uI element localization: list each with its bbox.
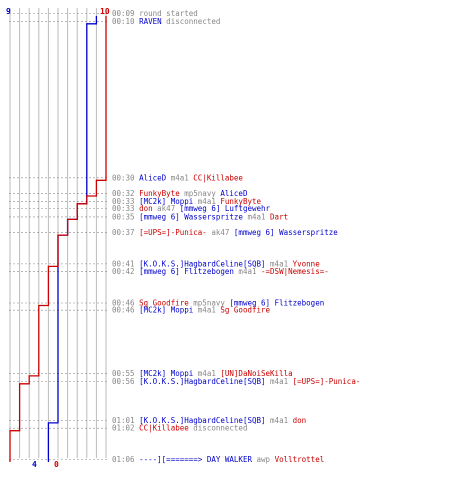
event-row: 00:46 Sg Goodfire mp5navy [mmweg 6] Flit… — [112, 299, 324, 308]
event-segment: Yvonne — [293, 259, 321, 268]
event-segment: [K.O.K.S.]HagbardCeline[SQB] — [139, 259, 265, 268]
event-time: 00:37 — [112, 228, 135, 237]
event-row: 01:02 CC|Killabee disconnected — [112, 424, 247, 433]
score-line — [47, 16, 98, 462]
score-line — [9, 16, 107, 462]
event-time: 01:06 — [112, 455, 135, 464]
event-segment: [=UPS=]-Punica- — [293, 377, 361, 386]
event-guide-lines — [9, 13, 109, 460]
event-segment: ----][=======> DAY WALKER — [139, 455, 252, 464]
event-row: 00:46 [MC2k] Moppi m4a1 Sg Goodfire — [112, 306, 271, 315]
event-segment: round started — [139, 9, 198, 18]
event-time: 00:33 — [112, 204, 135, 213]
event-time: 00:41 — [112, 259, 135, 268]
event-row: 00:37 [=UPS=]-Punica- ak47 [mmweg 6] Was… — [112, 228, 338, 237]
event-segment: CC|Killabee — [139, 424, 189, 433]
event-segment: [K.O.K.S.]HagbardCeline[SQB] — [139, 377, 265, 386]
event-row: 01:01 [K.O.K.S.]HagbardCeline[SQB] m4a1 … — [112, 416, 306, 425]
event-row: 00:35 [mmweg 6] Wasserspritze m4a1 Dart — [112, 212, 288, 221]
event-segment: m4a1 — [193, 197, 220, 206]
event-segment: disconnected — [189, 424, 248, 433]
event-segment: don — [293, 416, 307, 425]
event-time: 00:32 — [112, 189, 135, 198]
score-lines — [9, 16, 107, 462]
event-segment: CC|Killabee — [193, 173, 243, 182]
event-segment: disconnected — [162, 17, 221, 26]
event-segment: [MC2k] Moppi — [139, 197, 193, 206]
event-row: 00:42 [mmweg 6] Flitzebogen m4a1 -=DSW|N… — [112, 267, 329, 276]
event-segment: [mmweg 6] Flitzebogen — [139, 267, 234, 276]
event-row: 00:30 AliceD m4a1 CC|Killabee — [112, 173, 243, 182]
event-segment: [=UPS=]-Punica- — [139, 228, 207, 237]
event-time: 00:35 — [112, 212, 135, 221]
event-segment: FunkyByte — [220, 197, 261, 206]
event-time: 00:55 — [112, 369, 135, 378]
event-segment: RAVEN — [139, 17, 162, 26]
event-segment: ak47 — [153, 204, 180, 213]
event-segment: m4a1 — [193, 369, 220, 378]
event-time: 00:46 — [112, 299, 135, 308]
event-segment: m4a1 — [266, 259, 293, 268]
event-segment: m4a1 — [166, 173, 193, 182]
event-segment: m4a1 — [234, 267, 261, 276]
event-segment: FunkyByte — [139, 189, 180, 198]
event-segment: awp — [252, 455, 275, 464]
event-segment: [UN]DaNoiSeKilla — [220, 369, 292, 378]
event-segment: mp5navy — [180, 189, 221, 198]
event-segment: Sg Goodfire — [139, 299, 189, 308]
event-segment: [mmweg 6] Wasserspritze — [234, 228, 338, 237]
event-segment: AliceD — [139, 173, 167, 182]
event-segment: AliceD — [220, 189, 248, 198]
event-time: 01:02 — [112, 424, 135, 433]
event-segment: mp5navy — [189, 299, 230, 308]
blue-start-count: 9 — [6, 7, 11, 16]
event-segment: [mmweg 6] Luftgewehr — [180, 204, 271, 213]
event-segment: Dart — [270, 212, 288, 221]
event-time: 00:56 — [112, 377, 135, 386]
event-time: 00:33 — [112, 197, 135, 206]
event-segment: ak47 — [207, 228, 234, 237]
event-segment: Sg Goodfire — [220, 306, 270, 315]
event-segment: [mmweg 6] Flitzebogen — [229, 299, 324, 308]
blue-final-count: 4 — [32, 460, 37, 469]
event-segment: don — [139, 204, 153, 213]
event-time: 00:09 — [112, 9, 135, 18]
red-final-count: 0 — [54, 460, 59, 469]
event-row: 00:33 don ak47 [mmweg 6] Luftgewehr — [112, 204, 271, 213]
event-row: 00:32 FunkyByte mp5navy AliceD — [112, 189, 248, 198]
event-time: 00:42 — [112, 267, 135, 276]
event-time: 00:46 — [112, 306, 135, 315]
event-time: 01:01 — [112, 416, 135, 425]
event-row: 00:09 round started — [112, 9, 198, 18]
event-segment: [mmweg 6] Wasserspritze — [139, 212, 243, 221]
event-segment: m4a1 — [243, 212, 270, 221]
event-row: 00:55 [MC2k] Moppi m4a1 [UN]DaNoiSeKilla — [112, 369, 293, 378]
event-segment: m4a1 — [193, 306, 220, 315]
event-row: 00:10 RAVEN disconnected — [112, 17, 220, 26]
red-start-count: 10 — [100, 7, 110, 16]
event-time: 00:30 — [112, 173, 135, 182]
event-row: 00:41 [K.O.K.S.]HagbardCeline[SQB] m4a1 … — [112, 259, 320, 268]
event-segment: [MC2k] Moppi — [139, 369, 193, 378]
event-segment: Volltrottel — [275, 455, 325, 464]
event-segment: -=DSW|Nemesis=- — [261, 267, 329, 276]
event-row: 00:33 [MC2k] Moppi m4a1 FunkyByte — [112, 197, 261, 206]
event-segment: [MC2k] Moppi — [139, 306, 193, 315]
event-row: 00:56 [K.O.K.S.]HagbardCeline[SQB] m4a1 … — [112, 377, 360, 386]
event-segment: m4a1 — [266, 416, 293, 425]
event-row: 01:06 ----][=======> DAY WALKER awp Voll… — [112, 455, 324, 464]
event-segment: [K.O.K.S.]HagbardCeline[SQB] — [139, 416, 265, 425]
event-time: 00:10 — [112, 17, 135, 26]
event-segment: m4a1 — [266, 377, 293, 386]
